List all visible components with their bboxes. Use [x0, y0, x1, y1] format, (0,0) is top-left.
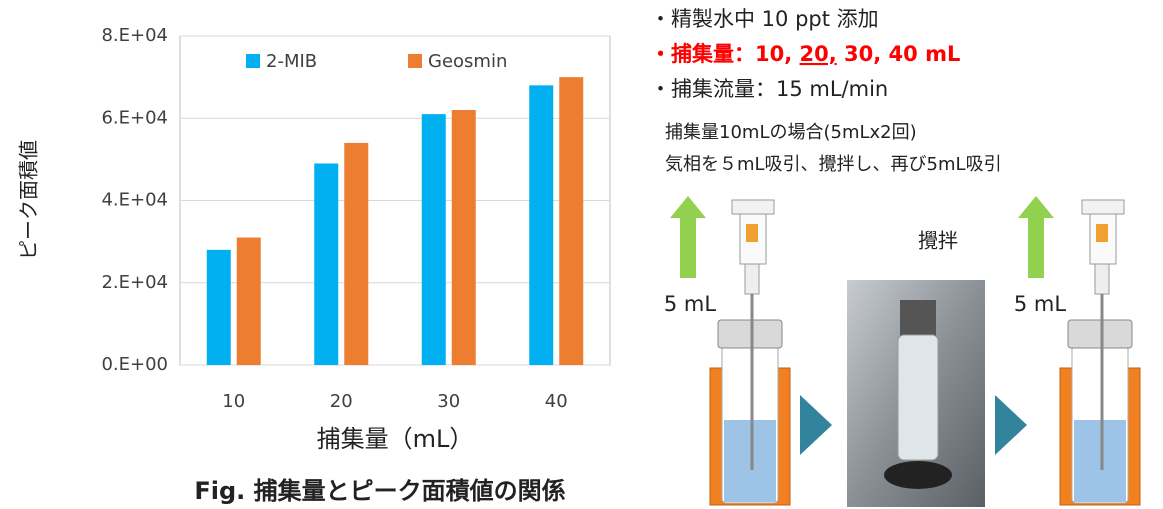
label: 攪拌: [918, 229, 958, 253]
legend-swatch: [246, 54, 260, 68]
bar: [451, 110, 476, 366]
step-arrow: [800, 395, 832, 455]
x-axis-title: 捕集量（mL）: [317, 425, 474, 453]
y-tick-label: 6.E+04: [101, 107, 168, 128]
legend-label: Geosmin: [428, 51, 507, 72]
bar: [559, 77, 584, 365]
note-part: ・捕集量：10,: [650, 42, 800, 66]
x-tick-label: 20: [330, 391, 353, 412]
x-tick-label: 40: [545, 391, 568, 412]
bar: [314, 163, 339, 365]
x-tick-label: 30: [437, 391, 460, 412]
note-part: 30, 40 mL: [837, 42, 961, 66]
note: ・精製水中 10 ppt 添加: [650, 7, 879, 31]
y-tick-label: 4.E+04: [101, 190, 168, 211]
bar: [236, 237, 261, 365]
vial-with-syringe: [709, 199, 791, 506]
vial-with-syringe: [1058, 198, 1142, 507]
bar: [344, 142, 369, 365]
x-tick-label: 10: [222, 391, 245, 412]
step-arrow: [995, 395, 1027, 455]
note-highlight: ・捕集量：10, 20, 30, 40 mL: [650, 42, 960, 66]
label: 5 mL: [664, 292, 716, 316]
y-axis-title: ピーク面積値: [17, 140, 41, 260]
y-tick-label: 8.E+04: [101, 25, 168, 46]
stirring-photo: [847, 280, 985, 507]
note: ・捕集流量：15 mL/min: [650, 77, 888, 101]
legend-label: 2-MIB: [266, 51, 317, 72]
label: 5 mL: [1014, 292, 1066, 316]
y-tick-label: 0.E+00: [101, 354, 168, 375]
note: 気相を５mL吸引、攪拌し、再び5mL吸引: [665, 154, 1002, 175]
y-tick-label: 2.E+04: [101, 272, 168, 293]
legend-swatch: [408, 54, 422, 68]
arrow-up: [1018, 196, 1054, 278]
bar: [529, 85, 554, 365]
bar: [206, 249, 231, 365]
note-part: 20,: [800, 42, 837, 66]
bar: [421, 114, 446, 365]
chart-title: Fig. 捕集量とピーク面積値の関係: [194, 477, 565, 505]
arrow-up: [670, 196, 706, 278]
note: 捕集量10mLの場合(5mLx2回): [665, 122, 917, 143]
